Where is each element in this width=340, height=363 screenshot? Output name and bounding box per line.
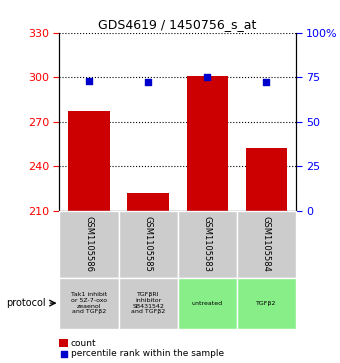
Text: Tak1 inhibit
or 5Z-7-oxo
zeaenol
and TGFβ2: Tak1 inhibit or 5Z-7-oxo zeaenol and TGF… — [71, 292, 107, 314]
Point — [204, 74, 210, 80]
Text: TGFβRI
inhibitor
SB431542
and TGFβ2: TGFβRI inhibitor SB431542 and TGFβ2 — [131, 292, 165, 314]
Bar — [59, 211, 119, 278]
Bar — [237, 211, 296, 278]
Bar — [59, 339, 68, 347]
Text: percentile rank within the sample: percentile rank within the sample — [71, 350, 224, 358]
Title: GDS4619 / 1450756_s_at: GDS4619 / 1450756_s_at — [99, 19, 257, 32]
Bar — [237, 278, 296, 329]
Bar — [177, 211, 237, 278]
Bar — [177, 278, 237, 329]
Text: GSM1105583: GSM1105583 — [203, 216, 212, 272]
Text: GSM1105585: GSM1105585 — [143, 216, 153, 272]
Bar — [68, 111, 110, 211]
Bar — [128, 193, 169, 211]
Text: untreated: untreated — [192, 301, 223, 306]
Text: count: count — [71, 339, 96, 347]
Text: GSM1105584: GSM1105584 — [262, 216, 271, 272]
Point — [86, 78, 92, 83]
Bar — [119, 278, 177, 329]
Bar — [245, 148, 287, 211]
Bar — [119, 211, 177, 278]
Point — [146, 79, 151, 85]
Bar — [187, 76, 228, 211]
Text: protocol: protocol — [6, 298, 46, 308]
Text: TGFβ2: TGFβ2 — [256, 301, 276, 306]
Text: GSM1105586: GSM1105586 — [85, 216, 94, 272]
Point — [264, 79, 269, 85]
Point — [61, 351, 66, 357]
Bar — [59, 278, 119, 329]
